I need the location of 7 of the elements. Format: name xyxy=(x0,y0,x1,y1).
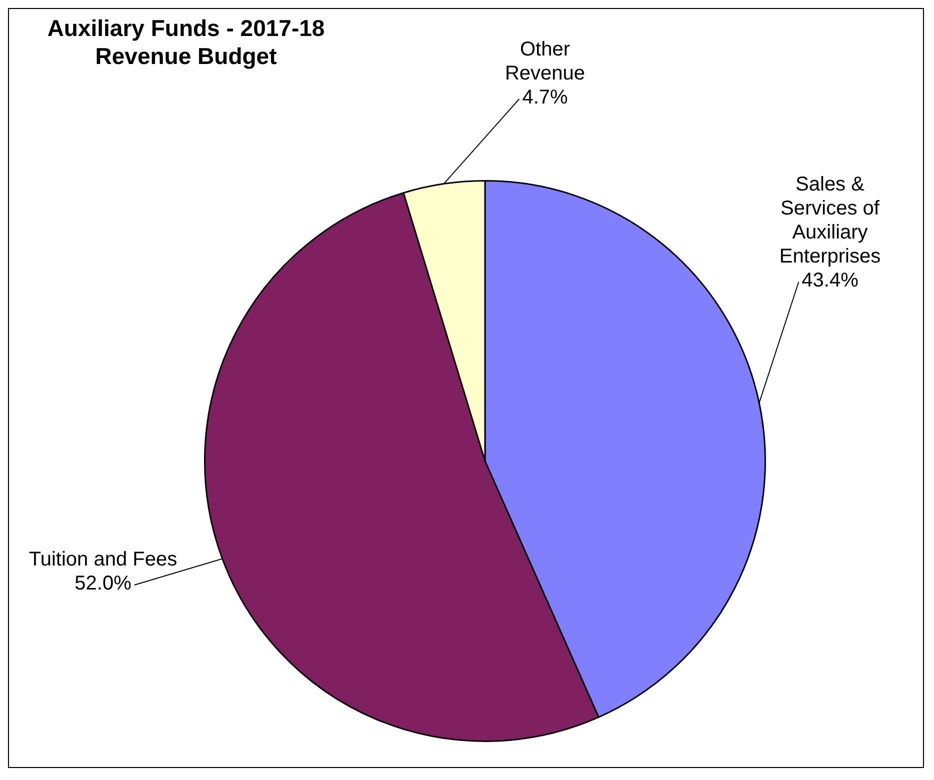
slice-label: Sales & Services of Auxiliary Enterprises xyxy=(779,174,881,268)
slice-label: Tuition and Fees xyxy=(28,548,178,571)
data-label: 4.7% xyxy=(522,86,568,109)
data-label: 52.0% xyxy=(74,572,132,595)
chart-title: Auxiliary Funds - 2017-18 Revenue Budget xyxy=(47,14,325,69)
slice-label: Other Revenue xyxy=(504,38,586,85)
data-label: 43.4% xyxy=(802,270,859,292)
